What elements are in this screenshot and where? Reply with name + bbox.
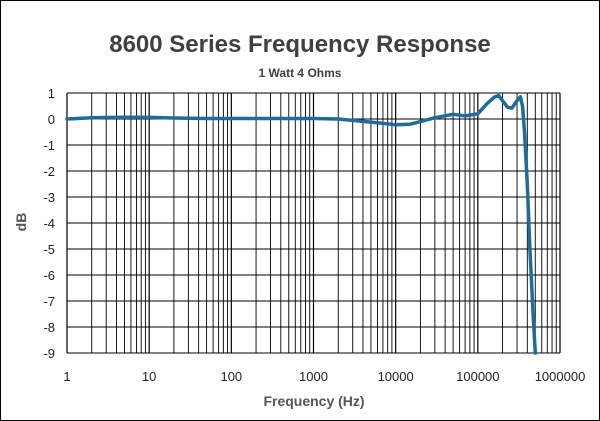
series-line-0	[65, 93, 538, 355]
y-tick-label: -8	[43, 320, 55, 335]
x-tick-label: 100	[220, 369, 242, 384]
y-tick-label: 0	[48, 112, 55, 127]
y-tick-label: -4	[43, 216, 55, 231]
y-tick-label: -3	[43, 190, 55, 205]
chart-title: 8600 Series Frequency Response	[109, 31, 491, 58]
y-axis-label: dB	[13, 213, 29, 232]
y-tick-label: -2	[43, 164, 55, 179]
y-tick-label: 1	[48, 86, 55, 101]
y-tick-label: -6	[43, 268, 55, 283]
x-tick-label: 1	[63, 369, 70, 384]
x-tick-label: 10	[142, 369, 156, 384]
y-tick-label: -5	[43, 242, 55, 257]
x-tick-label: 10000	[378, 369, 414, 384]
y-tick-label: -9	[43, 346, 55, 361]
x-tick-label: 100000	[456, 369, 499, 384]
chart-subtitle: 1 Watt 4 Ohms	[258, 66, 342, 80]
y-tick-label: -1	[43, 138, 55, 153]
x-tick-label: 1000	[299, 369, 328, 384]
x-axis-label: Frequency (Hz)	[263, 393, 364, 409]
x-tick-label: 1000000	[535, 369, 586, 384]
y-tick-label: -7	[43, 294, 55, 309]
